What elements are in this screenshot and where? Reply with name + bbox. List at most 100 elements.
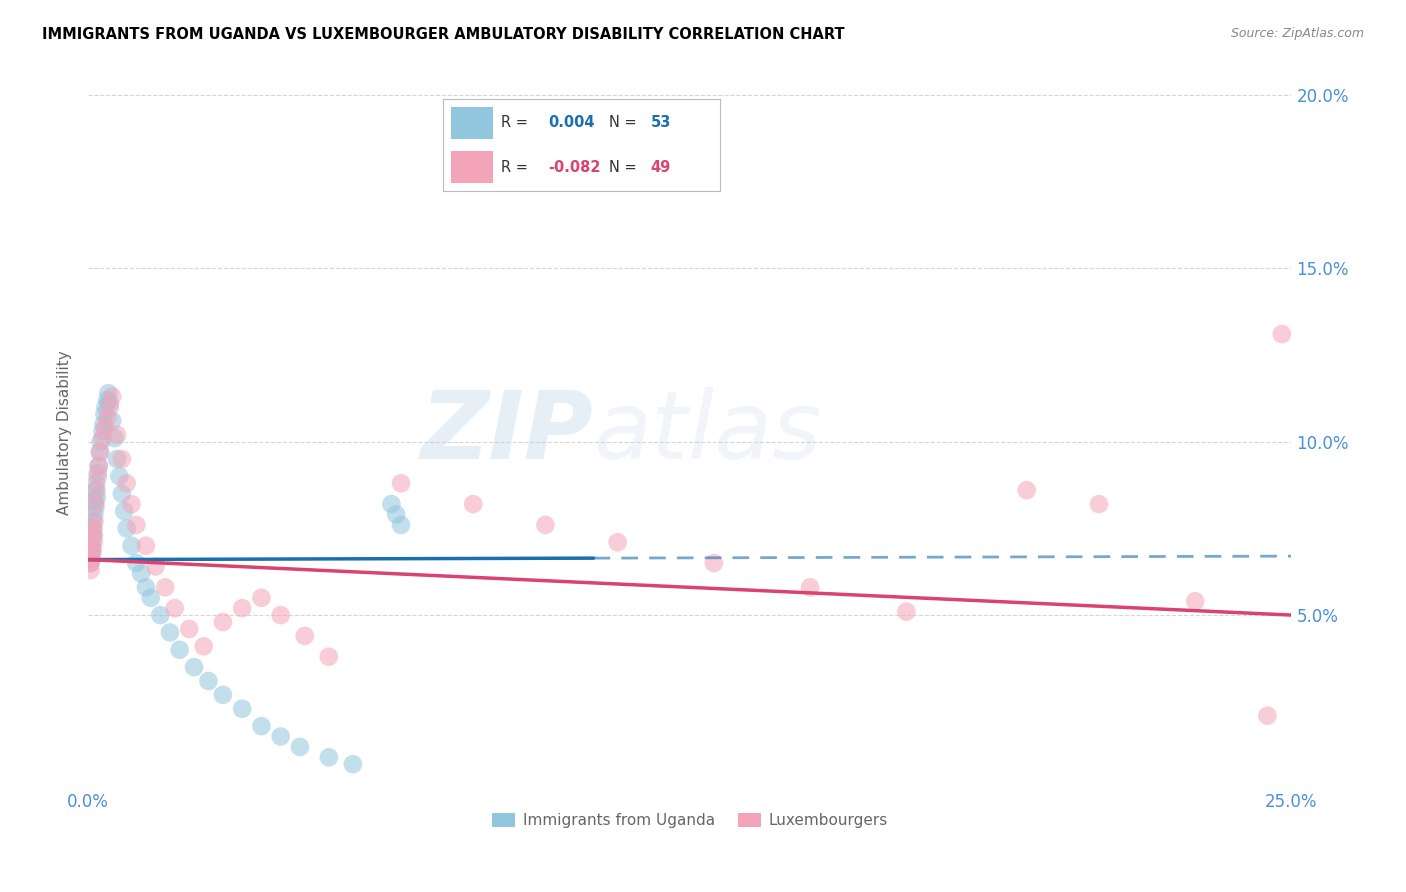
Point [163, 601, 186, 615]
Point [193, 640, 215, 654]
Point [270, 730, 292, 744]
Point [82, 521, 104, 535]
Point [80, 539, 103, 553]
Point [389, 476, 412, 491]
Point [149, 608, 172, 623]
Point [96, 410, 118, 425]
Point [212, 615, 235, 629]
Point [139, 591, 162, 605]
Point [108, 469, 131, 483]
Point [84, 497, 107, 511]
Point [703, 556, 725, 570]
Point [125, 556, 148, 570]
Point [101, 390, 124, 404]
Point [83, 508, 105, 522]
Point [463, 497, 485, 511]
Point [135, 539, 157, 553]
Point [87, 458, 110, 473]
Point [896, 605, 918, 619]
Point [250, 719, 273, 733]
Point [179, 622, 201, 636]
Point [105, 427, 128, 442]
Point [318, 750, 340, 764]
Point [82, 546, 104, 560]
Point [115, 476, 138, 491]
Point [121, 497, 143, 511]
Point [91, 431, 114, 445]
Point [380, 497, 402, 511]
Point [385, 508, 408, 522]
Point [87, 458, 110, 473]
Point [270, 608, 292, 623]
Point [318, 649, 340, 664]
Point [79, 556, 101, 570]
Text: atlas: atlas [593, 387, 821, 478]
Point [80, 546, 103, 560]
Point [105, 452, 128, 467]
Point [169, 642, 191, 657]
Point [159, 625, 181, 640]
Point [93, 417, 115, 432]
Point [212, 688, 235, 702]
Point [1015, 483, 1038, 498]
Point [83, 535, 105, 549]
Point [83, 515, 105, 529]
Point [98, 400, 121, 414]
Point [82, 542, 104, 557]
Point [101, 414, 124, 428]
Point [91, 424, 114, 438]
Point [84, 500, 107, 515]
Point [94, 421, 117, 435]
Point [90, 434, 112, 449]
Point [135, 580, 157, 594]
Point [197, 673, 219, 688]
Point [82, 515, 104, 529]
Point [87, 466, 110, 480]
Point [1088, 497, 1111, 511]
Point [389, 517, 412, 532]
Text: IMMIGRANTS FROM UGANDA VS LUXEMBOURGER AMBULATORY DISABILITY CORRELATION CHART: IMMIGRANTS FROM UGANDA VS LUXEMBOURGER A… [42, 27, 845, 42]
Point [86, 476, 108, 491]
Text: Source: ZipAtlas.com: Source: ZipAtlas.com [1230, 27, 1364, 40]
Point [98, 396, 121, 410]
Point [87, 469, 110, 483]
Point [83, 528, 105, 542]
Point [94, 400, 117, 414]
Point [121, 539, 143, 553]
Point [97, 386, 120, 401]
Point [115, 521, 138, 535]
Point [86, 483, 108, 498]
Point [288, 739, 311, 754]
Point [153, 580, 176, 594]
Point [82, 521, 104, 535]
Point [1271, 327, 1294, 342]
Point [294, 629, 316, 643]
Point [93, 407, 115, 421]
Point [231, 601, 253, 615]
Y-axis label: Ambulatory Disability: Ambulatory Disability [58, 351, 72, 516]
Point [145, 559, 167, 574]
Point [80, 532, 103, 546]
Point [79, 556, 101, 570]
Point [111, 486, 134, 500]
Legend: Immigrants from Uganda, Luxembourgers: Immigrants from Uganda, Luxembourgers [486, 807, 894, 834]
Point [86, 490, 108, 504]
Point [104, 431, 127, 445]
Point [1184, 594, 1206, 608]
Point [80, 539, 103, 553]
Point [112, 504, 135, 518]
Point [606, 535, 628, 549]
Point [231, 702, 253, 716]
Point [1256, 708, 1278, 723]
Point [82, 528, 104, 542]
Point [799, 580, 821, 594]
Point [183, 660, 205, 674]
Text: ZIP: ZIP [420, 387, 593, 479]
Point [79, 563, 101, 577]
Point [79, 546, 101, 560]
Point [84, 483, 107, 498]
Point [80, 546, 103, 560]
Point [342, 757, 364, 772]
Point [83, 493, 105, 508]
Point [80, 552, 103, 566]
